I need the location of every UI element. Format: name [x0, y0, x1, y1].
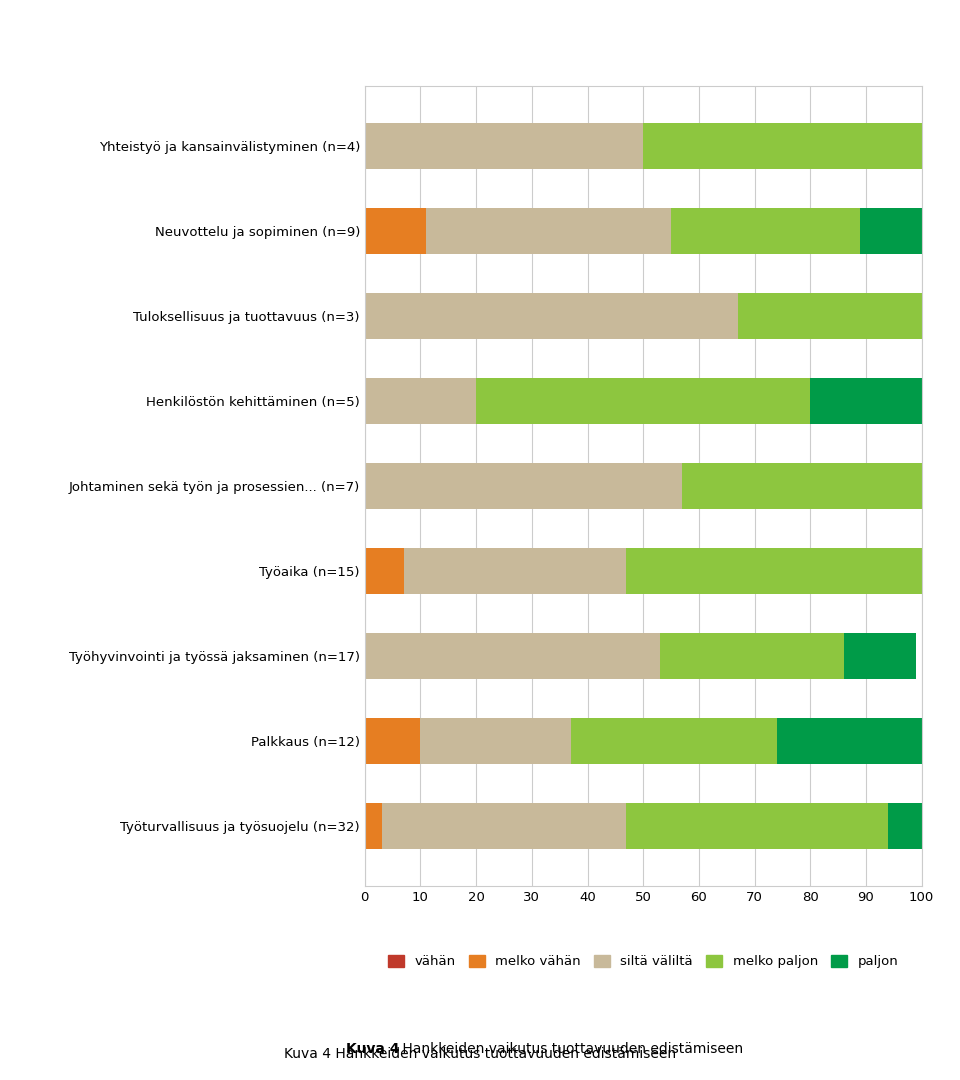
Bar: [888, 802, 922, 849]
Bar: [365, 378, 476, 424]
Bar: [571, 717, 777, 765]
Legend: vähän, melko vähän, siltä väliltä, melko paljon, paljon: vähän, melko vähän, siltä väliltä, melko…: [381, 948, 905, 975]
Bar: [660, 633, 844, 679]
Bar: [671, 207, 860, 255]
Bar: [627, 802, 888, 849]
Bar: [844, 633, 916, 679]
Bar: [365, 633, 660, 679]
Text: Hankkeiden vaikutus tuottavuuden edistämiseen: Hankkeiden vaikutus tuottavuuden edistäm…: [398, 1042, 744, 1056]
Bar: [777, 717, 927, 765]
Bar: [738, 293, 922, 339]
Bar: [860, 207, 922, 255]
Bar: [365, 207, 426, 255]
Bar: [365, 802, 381, 849]
Bar: [365, 548, 404, 594]
Bar: [683, 462, 922, 510]
Bar: [643, 123, 922, 170]
Bar: [365, 462, 683, 510]
Text: Kuva 4 Hankkeiden vaikutus tuottavuuden edistämiseen: Kuva 4 Hankkeiden vaikutus tuottavuuden …: [284, 1048, 676, 1062]
Bar: [810, 378, 922, 424]
Bar: [426, 207, 671, 255]
Bar: [365, 717, 420, 765]
Bar: [627, 548, 922, 594]
Bar: [365, 293, 738, 339]
Text: Kuva 4: Kuva 4: [346, 1042, 399, 1056]
Bar: [476, 378, 810, 424]
Bar: [420, 717, 571, 765]
Bar: [365, 123, 643, 170]
Bar: [404, 548, 627, 594]
Bar: [381, 802, 627, 849]
